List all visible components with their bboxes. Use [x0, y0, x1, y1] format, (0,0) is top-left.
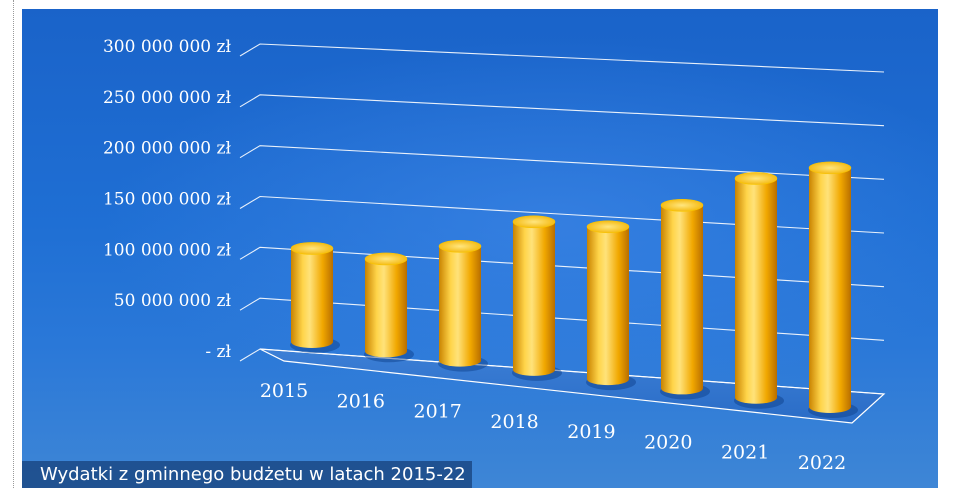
bar-top: [586, 220, 630, 234]
bar-2022: [808, 161, 858, 418]
bar-2015: [290, 242, 340, 353]
y-tick-label: 250 000 000 zł: [103, 88, 232, 108]
bar-body: [809, 167, 851, 413]
bar-top: [734, 172, 778, 185]
bar-2017: [438, 240, 488, 372]
gridline: [239, 246, 885, 288]
bar-body: [735, 178, 777, 404]
chart-panel: - zł 50 000 000 zł 100 000 000 zł 150 000 0…: [22, 9, 938, 488]
y-tick-label: 300 000 000 zł: [103, 37, 232, 57]
x-tick-label: 2018: [490, 411, 538, 433]
bar-body: [365, 258, 407, 358]
bar-2020: [660, 198, 710, 400]
page-border-rule: [13, 0, 14, 488]
x-tick-label: 2020: [644, 431, 692, 453]
gridline: [239, 43, 885, 73]
bar-body: [291, 248, 333, 348]
gridline: [239, 94, 885, 127]
bar-top: [808, 161, 852, 175]
y-tick-label: 150 000 000 zł: [103, 190, 232, 210]
bar-body: [513, 221, 555, 376]
x-tick-label: 2015: [260, 380, 308, 402]
x-tick-label: 2022: [798, 452, 846, 474]
bar-2019: [586, 220, 636, 391]
bar-body: [661, 205, 703, 395]
y-tick-label: 50 000 000 zł: [114, 291, 232, 311]
bar-top: [364, 252, 408, 266]
bar-body: [439, 246, 481, 367]
bar-body: [587, 226, 629, 386]
y-tick-label: - zł: [205, 342, 231, 362]
gridline: [239, 145, 885, 180]
x-tick-label: 2019: [567, 421, 615, 443]
y-tick-label: 200 000 000 zł: [103, 139, 232, 159]
x-tick-label: 2017: [414, 401, 462, 423]
x-tick-label: 2021: [721, 442, 769, 464]
x-tick-label: 2016: [337, 390, 385, 412]
budget-bar-chart: - zł 50 000 000 zł 100 000 000 zł 150 000 0…: [103, 37, 886, 474]
bar-top: [438, 240, 482, 253]
chart-caption: Wydatki z gminnego budżetu w latach 2015…: [22, 461, 472, 488]
bar-top: [512, 215, 556, 229]
gridline: [239, 297, 885, 341]
bar-top: [660, 198, 704, 212]
bar-2016: [364, 252, 414, 363]
gridline: [239, 195, 885, 234]
bar-2021: [734, 172, 784, 409]
y-tick-label: 100 000 000 zł: [103, 240, 232, 260]
bar-2018: [512, 215, 562, 381]
bar-top: [290, 242, 334, 255]
